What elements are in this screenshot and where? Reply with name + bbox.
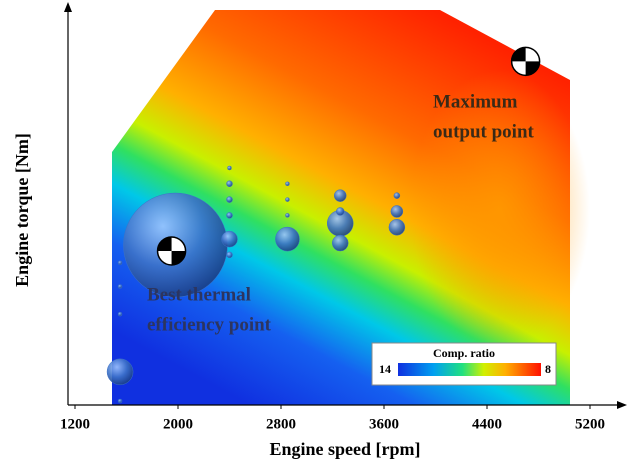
bubble: [227, 165, 232, 171]
bubble: [117, 260, 123, 266]
colorbar-title: Comp. ratio: [433, 346, 495, 360]
bubble: [333, 189, 347, 202]
annotation: output point: [433, 121, 535, 142]
x-tick-label: 3600: [369, 416, 399, 432]
y-axis-arrow: [64, 2, 72, 12]
bubble: [390, 205, 404, 218]
x-tick-label: 4400: [472, 416, 502, 432]
annotation: efficiency point: [147, 314, 272, 335]
marker-quarter: [525, 61, 540, 76]
bubble: [221, 230, 238, 248]
bubble: [335, 207, 345, 216]
x-tick-label: 2000: [163, 416, 193, 432]
bubble: [226, 251, 233, 259]
bubble: [285, 197, 290, 202]
bubble: [226, 212, 233, 219]
x-tick-label: 5200: [575, 416, 605, 432]
bubble: [285, 213, 290, 218]
annotation: Maximum: [433, 91, 518, 112]
bubble: [117, 284, 123, 289]
y-axis-label: Engine torque [Nm]: [12, 133, 32, 287]
x-tick-label: 2800: [266, 416, 296, 432]
marker-quarter: [171, 250, 186, 265]
colorbar-min-label: 14: [379, 362, 391, 376]
bubble: [285, 181, 290, 187]
bubble: [226, 180, 233, 188]
bubble: [388, 219, 406, 236]
x-axis-arrow: [617, 401, 627, 409]
marker-quarter: [157, 236, 172, 251]
x-tick-label: 1200: [60, 416, 90, 432]
bubble: [117, 311, 123, 317]
colorbar: [398, 363, 541, 376]
x-axis-label: Engine speed [rpm]: [269, 439, 420, 459]
annotation: Best thermal: [147, 284, 251, 305]
bubble: [393, 192, 401, 199]
marker-quarter: [511, 47, 526, 62]
contour-field-overlay: [410, 70, 590, 350]
marker-point: [156, 236, 187, 266]
colorbar-max-label: 8: [545, 362, 551, 376]
bubble: [117, 398, 123, 404]
marker-point: [510, 46, 541, 77]
bubble: [275, 226, 300, 252]
bubble: [106, 358, 134, 386]
bubble: [331, 234, 349, 252]
bubble: [226, 196, 233, 203]
